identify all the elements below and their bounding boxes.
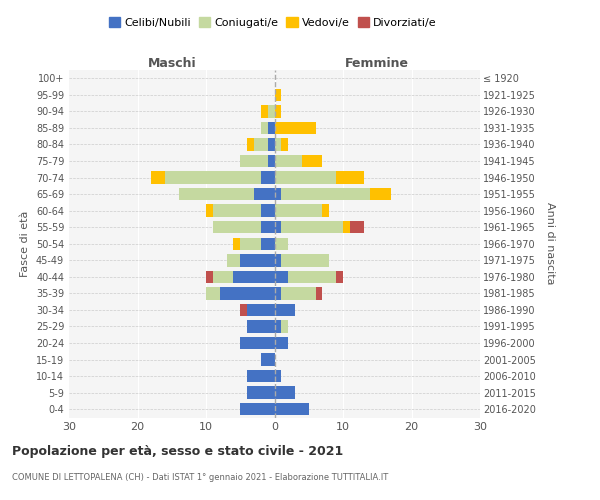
Y-axis label: Fasce di età: Fasce di età [20, 210, 30, 277]
Bar [275, 188, 281, 200]
Bar [261, 105, 268, 118]
Bar [275, 88, 281, 101]
Bar [316, 287, 322, 300]
Bar [240, 304, 247, 316]
Bar [233, 270, 275, 283]
Bar [240, 238, 261, 250]
Legend: Celibi/Nubili, Coniugati/e, Vedovi/e, Divorziati/e: Celibi/Nubili, Coniugati/e, Vedovi/e, Di… [105, 13, 441, 32]
Bar [288, 270, 336, 283]
Bar [275, 270, 288, 283]
Bar [322, 204, 329, 217]
Bar [240, 155, 268, 167]
Bar [261, 221, 275, 234]
Bar [281, 138, 288, 150]
Bar [268, 105, 275, 118]
Bar [275, 386, 295, 399]
Bar [220, 287, 275, 300]
Bar [268, 155, 275, 167]
Bar [213, 270, 233, 283]
Bar [247, 370, 275, 382]
Text: Femmine: Femmine [345, 57, 409, 70]
Bar [336, 172, 364, 184]
Bar [275, 172, 336, 184]
Bar [227, 254, 240, 266]
Bar [281, 188, 370, 200]
Text: Maschi: Maschi [148, 57, 196, 70]
Bar [302, 155, 322, 167]
Bar [261, 172, 275, 184]
Bar [275, 304, 295, 316]
Bar [261, 122, 268, 134]
Bar [281, 287, 316, 300]
Bar [268, 138, 275, 150]
Bar [206, 204, 213, 217]
Bar [206, 270, 213, 283]
Bar [275, 254, 281, 266]
Bar [275, 122, 316, 134]
Bar [247, 304, 275, 316]
Bar [261, 354, 275, 366]
Text: Popolazione per età, sesso e stato civile - 2021: Popolazione per età, sesso e stato civil… [12, 445, 343, 458]
Bar [370, 188, 391, 200]
Bar [275, 403, 309, 415]
Bar [261, 204, 275, 217]
Bar [261, 238, 275, 250]
Bar [233, 238, 240, 250]
Bar [281, 221, 343, 234]
Bar [213, 204, 261, 217]
Bar [213, 221, 261, 234]
Bar [165, 172, 261, 184]
Bar [281, 254, 329, 266]
Bar [275, 238, 288, 250]
Bar [240, 254, 275, 266]
Text: COMUNE DI LETTOPALENA (CH) - Dati ISTAT 1° gennaio 2021 - Elaborazione TUTTITALI: COMUNE DI LETTOPALENA (CH) - Dati ISTAT … [12, 473, 388, 482]
Bar [343, 221, 350, 234]
Bar [179, 188, 254, 200]
Bar [206, 287, 220, 300]
Bar [247, 138, 254, 150]
Bar [275, 221, 281, 234]
Bar [275, 337, 288, 349]
Bar [336, 270, 343, 283]
Bar [350, 221, 364, 234]
Y-axis label: Anni di nascita: Anni di nascita [545, 202, 555, 285]
Bar [247, 386, 275, 399]
Bar [240, 403, 275, 415]
Bar [275, 105, 281, 118]
Bar [275, 155, 302, 167]
Bar [275, 320, 281, 332]
Bar [281, 320, 288, 332]
Bar [247, 320, 275, 332]
Bar [151, 172, 165, 184]
Bar [254, 188, 275, 200]
Bar [275, 287, 281, 300]
Bar [275, 370, 281, 382]
Bar [275, 138, 281, 150]
Bar [275, 204, 322, 217]
Bar [254, 138, 268, 150]
Bar [268, 122, 275, 134]
Bar [240, 337, 275, 349]
